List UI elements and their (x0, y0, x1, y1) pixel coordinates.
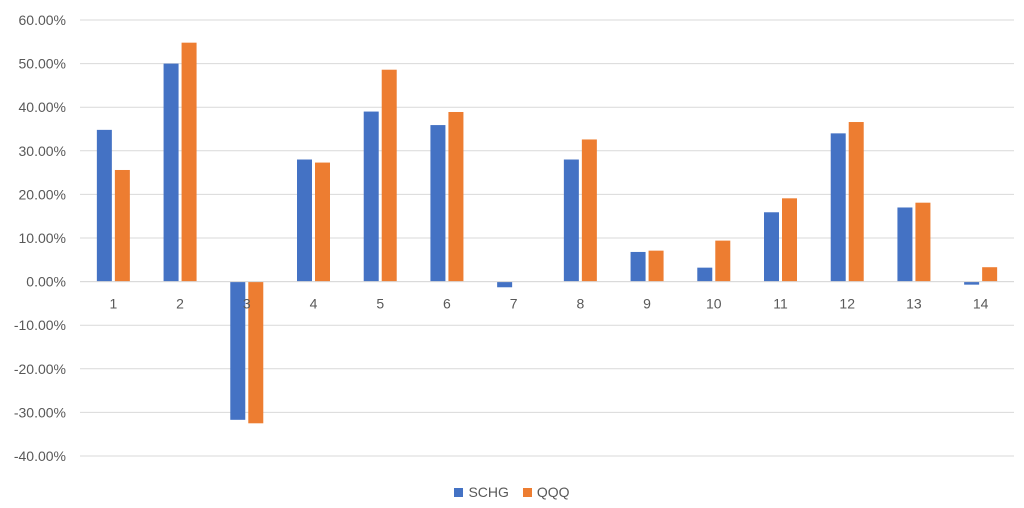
x-axis-ticks: 1 2 3 4 5 6 7 8 9 10 11 12 13 14 (109, 296, 988, 312)
x-tick-label: 5 (376, 296, 384, 312)
y-tick-label: -20.00% (14, 361, 66, 377)
legend-label-schg: SCHG (468, 484, 509, 500)
bar-qqq-10 (715, 240, 731, 282)
y-tick-label: -40.00% (14, 448, 66, 464)
legend-item-qqq: QQQ (522, 484, 570, 500)
legend: SCHG QQQ (0, 484, 1024, 500)
x-tick-label: 2 (176, 296, 184, 312)
bar-schg-4 (297, 159, 312, 282)
legend-label-qqq: QQQ (536, 484, 570, 500)
x-tick-label: 11 (773, 296, 788, 312)
y-tick-label: 10.00% (19, 230, 66, 246)
bar-qqq-9 (648, 250, 664, 282)
bar-schg-11 (764, 212, 779, 282)
x-tick-label: 1 (109, 296, 117, 312)
x-tick-label: 8 (576, 296, 584, 312)
y-tick-label: -10.00% (14, 317, 66, 333)
x-tick-label: 7 (510, 296, 518, 312)
bar-qqq-8 (581, 139, 597, 282)
bar-qqq-4 (315, 162, 330, 282)
bar-qqq-11 (782, 198, 797, 282)
bar-schg-13 (897, 207, 913, 282)
bar-qqq-3 (248, 281, 264, 424)
y-tick-label: 40.00% (19, 99, 66, 115)
bar-qqq-14 (982, 267, 998, 282)
bar-schg-7 (497, 281, 513, 288)
gridlines (80, 19, 1014, 457)
bar-schg-1 (96, 129, 112, 282)
bar-qqq-13 (915, 202, 931, 282)
x-tick-label: 6 (443, 296, 451, 312)
bar-schg-5 (363, 111, 379, 282)
x-tick-label: 14 (973, 296, 989, 312)
bar-qqq-1 (114, 169, 130, 282)
bar-schg-9 (630, 251, 646, 282)
x-tick-label: 13 (906, 296, 922, 312)
bar-schg-6 (430, 125, 446, 282)
x-tick-label: 9 (643, 296, 651, 312)
bars (80, 42, 1014, 424)
bar-schg-14 (964, 281, 980, 285)
y-tick-label: 60.00% (19, 12, 66, 28)
bar-qqq-5 (381, 69, 397, 282)
bar-qqq-6 (448, 111, 464, 282)
legend-item-schg: SCHG (454, 484, 509, 500)
x-tick-label: 10 (706, 296, 722, 312)
y-axis-ticks: 60.00% 50.00% 40.00% 30.00% 20.00% 10.00% 0.00… (14, 12, 66, 464)
x-tick-label: 12 (839, 296, 855, 312)
y-tick-label: 20.00% (19, 186, 66, 202)
bar-qqq-2 (181, 42, 197, 282)
y-tick-label: -30.00% (14, 404, 66, 420)
legend-swatch-qqq (522, 487, 532, 497)
y-tick-label: 50.00% (19, 56, 66, 72)
bar-schg-8 (563, 159, 579, 282)
bar-chart: 60.00% 50.00% 40.00% 30.00% 20.00% 10.00% 0.00… (14, 12, 1014, 464)
bar-schg-10 (697, 267, 713, 282)
bar-qqq-12 (848, 122, 864, 282)
legend-swatch-schg (454, 487, 464, 497)
x-tick-label: 4 (310, 296, 318, 312)
bar-schg-3 (230, 281, 246, 420)
x-tick-label: 3 (243, 296, 251, 312)
bar-schg-2 (163, 63, 179, 282)
y-tick-label: 30.00% (19, 143, 66, 159)
y-tick-label: 0.00% (26, 274, 66, 290)
bar-schg-12 (830, 133, 846, 282)
